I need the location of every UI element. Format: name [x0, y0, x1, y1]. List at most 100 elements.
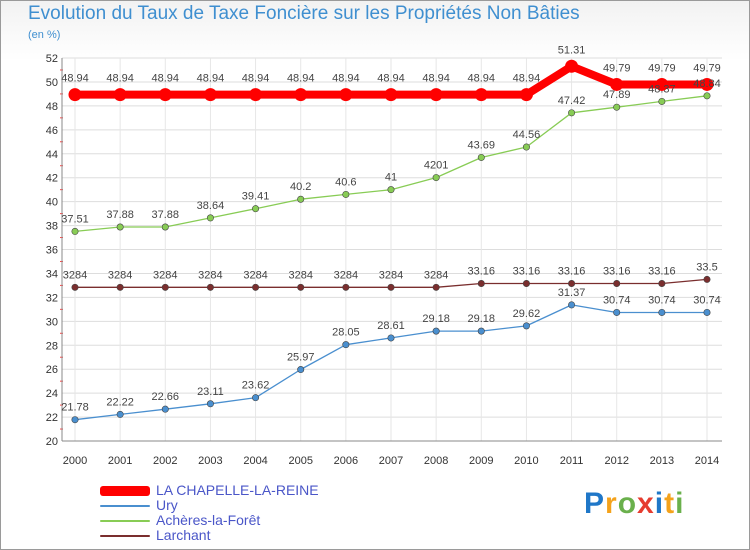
- data-label: 51.31: [558, 44, 586, 56]
- data-point: [342, 341, 350, 349]
- logo-letter: i: [675, 487, 685, 520]
- data-point: [658, 308, 666, 316]
- x-tick-label: 2013: [650, 455, 674, 467]
- y-tick-label: 44: [46, 149, 58, 161]
- data-point: [116, 283, 124, 291]
- data-point: [342, 283, 350, 291]
- y-tick-label: 52: [46, 53, 58, 65]
- data-point: [522, 322, 530, 330]
- data-point: [658, 279, 666, 287]
- data-label: 3284: [63, 269, 87, 281]
- data-label: 33.16: [513, 265, 541, 277]
- data-label: 47.89: [603, 89, 631, 101]
- data-point: [68, 88, 82, 102]
- data-point: [297, 283, 305, 291]
- data-point: [203, 88, 217, 102]
- data-label: 44.56: [513, 129, 541, 141]
- data-label: 29.18: [468, 313, 496, 325]
- data-label: 3284: [108, 269, 132, 281]
- legend-item: Achères-la-Forêt: [100, 513, 330, 528]
- data-point: [116, 410, 124, 418]
- y-tick-label: 50: [46, 77, 58, 89]
- data-point: [71, 227, 79, 235]
- logo-letter: o: [617, 487, 638, 520]
- data-point: [161, 283, 169, 291]
- data-label: 22.22: [106, 396, 134, 408]
- y-tick-label: 42: [46, 173, 58, 185]
- y-tick-label: 40: [46, 197, 58, 209]
- data-label: 48.84: [693, 78, 721, 90]
- data-point: [206, 214, 214, 222]
- data-point: [429, 88, 443, 102]
- legend-label: Achères-la-Forêt: [156, 512, 261, 528]
- data-label: 28.61: [377, 320, 405, 332]
- unit-label: (en %): [28, 29, 61, 41]
- legend-swatch: [100, 535, 150, 537]
- data-label: 39.41: [242, 191, 270, 203]
- x-tick-label: 2001: [108, 455, 132, 467]
- data-label: 47.42: [558, 95, 586, 107]
- data-point: [703, 275, 711, 283]
- logo-letter: P: [584, 487, 606, 520]
- data-label: 29.62: [513, 308, 541, 320]
- data-point: [655, 77, 669, 91]
- data-label: 49.79: [603, 62, 631, 74]
- data-label: 23.11: [197, 386, 224, 398]
- data-label: 33.16: [558, 265, 586, 277]
- data-label: 33.5: [696, 261, 717, 273]
- data-point: [519, 88, 533, 102]
- data-point: [477, 279, 485, 287]
- data-point: [252, 283, 260, 291]
- legend-swatch: [100, 505, 150, 507]
- legend-item: LA CHAPELLE-LA-REINE: [100, 483, 330, 498]
- data-label: 48.37: [648, 83, 676, 95]
- data-label: 3284: [424, 269, 448, 281]
- data-point: [206, 283, 214, 291]
- y-tick-label: 36: [46, 245, 58, 257]
- data-point: [610, 77, 624, 91]
- data-label: 48.94: [152, 73, 180, 85]
- data-label: 41: [385, 172, 397, 184]
- data-point: [297, 366, 305, 374]
- data-label: 48.94: [61, 73, 89, 85]
- data-point: [387, 186, 395, 194]
- chart-title: Evolution du Taux de Taxe Foncière sur l…: [28, 3, 580, 24]
- legend-label: Larchant: [156, 527, 211, 543]
- data-label: 31.37: [558, 287, 586, 299]
- data-point: [297, 195, 305, 203]
- x-tick-label: 2004: [243, 455, 267, 467]
- data-label: 37.88: [106, 209, 134, 221]
- data-label: 3284: [153, 269, 177, 281]
- data-label: 48.94: [197, 73, 225, 85]
- data-label: 49.79: [693, 62, 721, 74]
- data-label: 23.62: [242, 380, 270, 392]
- data-label: 4201: [424, 160, 448, 172]
- data-point: [522, 143, 530, 151]
- data-label: 30.74: [603, 294, 631, 306]
- x-tick-label: 2012: [604, 455, 628, 467]
- data-point: [206, 400, 214, 408]
- data-point: [384, 88, 398, 102]
- data-label: 48.94: [106, 73, 134, 85]
- legend-item: Ury: [100, 498, 330, 513]
- data-point: [432, 327, 440, 335]
- proxiti-logo: Proxiti: [584, 487, 684, 521]
- x-tick-label: 2014: [695, 455, 719, 467]
- data-label: 48.94: [422, 73, 450, 85]
- logo-letter: r: [605, 487, 618, 520]
- legend-item: Larchant: [100, 528, 330, 543]
- data-label: 48.94: [377, 73, 405, 85]
- y-tick-label: 24: [46, 388, 58, 400]
- y-tick-label: 26: [46, 364, 58, 376]
- data-point: [613, 103, 621, 111]
- data-label: 37.51: [61, 213, 89, 225]
- y-tick-label: 30: [46, 316, 58, 328]
- data-label: 30.74: [693, 294, 721, 306]
- data-label: 22.66: [152, 391, 180, 403]
- data-point: [252, 205, 260, 213]
- data-label: 40.6: [335, 176, 356, 188]
- y-tick-label: 20: [46, 436, 58, 448]
- legend: LA CHAPELLE-LA-REINE Ury Achères-la-Forêt L…: [100, 483, 330, 543]
- data-label: 3284: [379, 269, 403, 281]
- data-point: [613, 308, 621, 316]
